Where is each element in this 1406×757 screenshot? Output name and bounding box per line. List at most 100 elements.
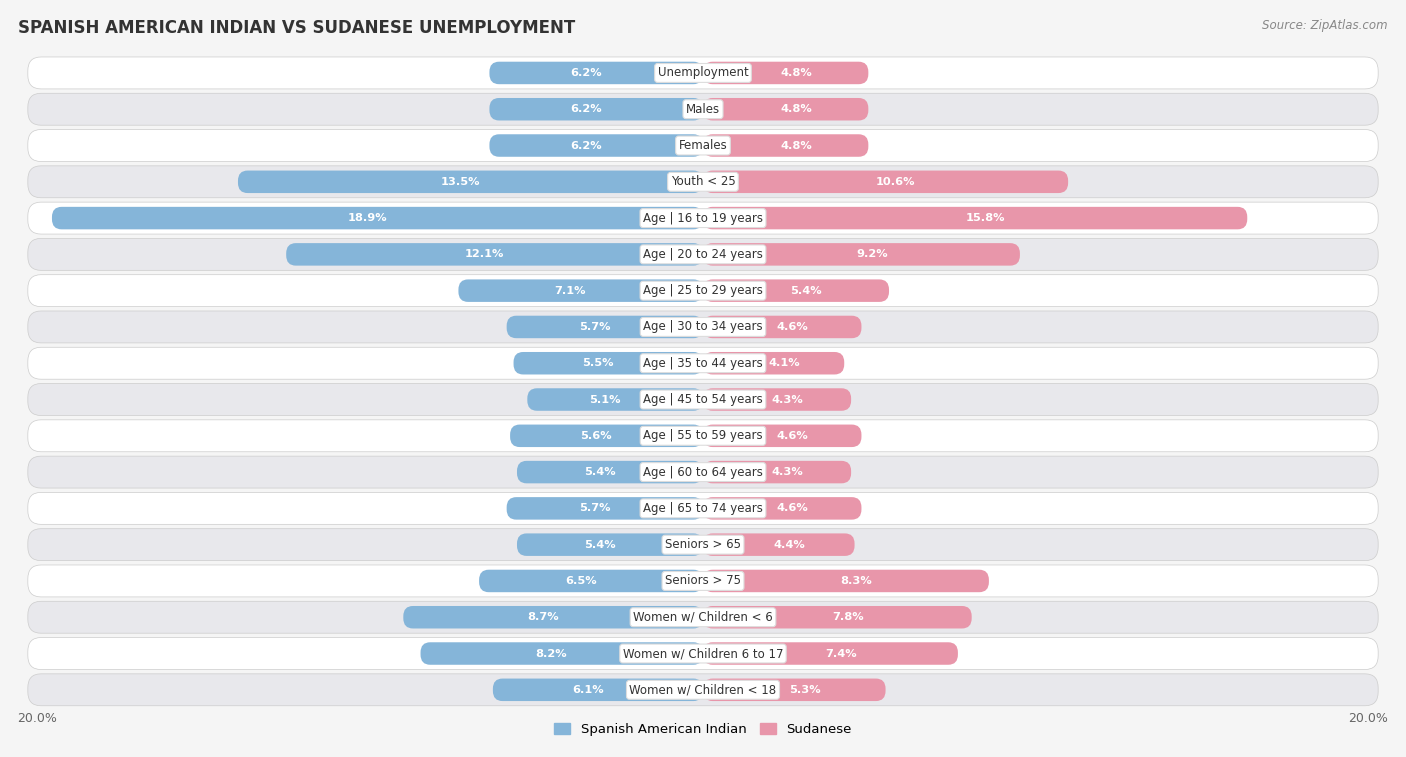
FancyBboxPatch shape <box>703 534 855 556</box>
Text: 5.5%: 5.5% <box>582 358 613 368</box>
Text: Age | 60 to 64 years: Age | 60 to 64 years <box>643 466 763 478</box>
FancyBboxPatch shape <box>506 497 703 519</box>
Text: 20.0%: 20.0% <box>1348 712 1389 725</box>
Text: 6.2%: 6.2% <box>569 104 602 114</box>
Text: Females: Females <box>679 139 727 152</box>
Text: 5.1%: 5.1% <box>589 394 620 404</box>
Text: 4.4%: 4.4% <box>773 540 806 550</box>
FancyBboxPatch shape <box>28 275 1378 307</box>
FancyBboxPatch shape <box>494 678 703 701</box>
FancyBboxPatch shape <box>28 492 1378 525</box>
FancyBboxPatch shape <box>703 316 862 338</box>
Text: Seniors > 75: Seniors > 75 <box>665 575 741 587</box>
Text: 6.2%: 6.2% <box>569 141 602 151</box>
Text: Youth < 25: Youth < 25 <box>671 176 735 188</box>
Text: 12.1%: 12.1% <box>464 249 503 260</box>
FancyBboxPatch shape <box>28 347 1378 379</box>
Text: 4.6%: 4.6% <box>776 431 808 441</box>
Text: Age | 35 to 44 years: Age | 35 to 44 years <box>643 357 763 369</box>
Text: 4.1%: 4.1% <box>768 358 800 368</box>
Text: Age | 20 to 24 years: Age | 20 to 24 years <box>643 248 763 261</box>
Text: Source: ZipAtlas.com: Source: ZipAtlas.com <box>1263 19 1388 32</box>
FancyBboxPatch shape <box>420 642 703 665</box>
Text: 5.4%: 5.4% <box>790 285 823 296</box>
FancyBboxPatch shape <box>28 456 1378 488</box>
FancyBboxPatch shape <box>703 642 957 665</box>
Text: 4.8%: 4.8% <box>780 68 811 78</box>
FancyBboxPatch shape <box>479 570 703 592</box>
Text: Age | 30 to 34 years: Age | 30 to 34 years <box>643 320 763 333</box>
Text: 5.3%: 5.3% <box>789 685 821 695</box>
Text: 10.6%: 10.6% <box>876 177 915 187</box>
FancyBboxPatch shape <box>703 352 844 375</box>
Text: 18.9%: 18.9% <box>347 213 387 223</box>
FancyBboxPatch shape <box>506 316 703 338</box>
FancyBboxPatch shape <box>28 311 1378 343</box>
FancyBboxPatch shape <box>703 461 851 483</box>
Text: 5.6%: 5.6% <box>581 431 612 441</box>
FancyBboxPatch shape <box>458 279 703 302</box>
FancyBboxPatch shape <box>703 388 851 411</box>
FancyBboxPatch shape <box>28 674 1378 706</box>
FancyBboxPatch shape <box>28 528 1378 561</box>
FancyBboxPatch shape <box>238 170 703 193</box>
Text: Age | 65 to 74 years: Age | 65 to 74 years <box>643 502 763 515</box>
FancyBboxPatch shape <box>28 384 1378 416</box>
FancyBboxPatch shape <box>28 238 1378 270</box>
FancyBboxPatch shape <box>28 93 1378 125</box>
Text: Age | 16 to 19 years: Age | 16 to 19 years <box>643 212 763 225</box>
FancyBboxPatch shape <box>527 388 703 411</box>
Text: 13.5%: 13.5% <box>440 177 479 187</box>
Text: Age | 25 to 29 years: Age | 25 to 29 years <box>643 284 763 298</box>
Text: 6.5%: 6.5% <box>565 576 596 586</box>
Text: 7.1%: 7.1% <box>554 285 586 296</box>
FancyBboxPatch shape <box>489 98 703 120</box>
Text: 7.4%: 7.4% <box>825 649 856 659</box>
Text: Unemployment: Unemployment <box>658 67 748 79</box>
Text: 4.8%: 4.8% <box>780 104 811 114</box>
Text: SPANISH AMERICAN INDIAN VS SUDANESE UNEMPLOYMENT: SPANISH AMERICAN INDIAN VS SUDANESE UNEM… <box>18 19 575 37</box>
Text: 4.3%: 4.3% <box>772 394 803 404</box>
Legend: Spanish American Indian, Sudanese: Spanish American Indian, Sudanese <box>550 717 856 741</box>
FancyBboxPatch shape <box>517 534 703 556</box>
FancyBboxPatch shape <box>513 352 703 375</box>
FancyBboxPatch shape <box>703 678 886 701</box>
Text: Seniors > 65: Seniors > 65 <box>665 538 741 551</box>
FancyBboxPatch shape <box>28 166 1378 198</box>
Text: Women w/ Children < 18: Women w/ Children < 18 <box>630 684 776 696</box>
Text: 4.8%: 4.8% <box>780 141 811 151</box>
FancyBboxPatch shape <box>287 243 703 266</box>
Text: 15.8%: 15.8% <box>966 213 1005 223</box>
FancyBboxPatch shape <box>404 606 703 628</box>
FancyBboxPatch shape <box>28 565 1378 597</box>
Text: 8.7%: 8.7% <box>527 612 558 622</box>
Text: Males: Males <box>686 103 720 116</box>
Text: 8.3%: 8.3% <box>841 576 872 586</box>
FancyBboxPatch shape <box>703 606 972 628</box>
FancyBboxPatch shape <box>703 134 869 157</box>
Text: 7.8%: 7.8% <box>832 612 863 622</box>
Text: 20.0%: 20.0% <box>17 712 58 725</box>
FancyBboxPatch shape <box>489 62 703 84</box>
Text: 6.2%: 6.2% <box>569 68 602 78</box>
FancyBboxPatch shape <box>703 62 869 84</box>
FancyBboxPatch shape <box>703 243 1019 266</box>
Text: 8.2%: 8.2% <box>536 649 567 659</box>
FancyBboxPatch shape <box>703 497 862 519</box>
Text: 6.1%: 6.1% <box>572 685 603 695</box>
Text: 5.4%: 5.4% <box>583 540 616 550</box>
FancyBboxPatch shape <box>703 425 862 447</box>
FancyBboxPatch shape <box>52 207 703 229</box>
FancyBboxPatch shape <box>28 637 1378 669</box>
Text: 4.6%: 4.6% <box>776 322 808 332</box>
FancyBboxPatch shape <box>703 98 869 120</box>
FancyBboxPatch shape <box>703 570 988 592</box>
Text: 9.2%: 9.2% <box>856 249 887 260</box>
FancyBboxPatch shape <box>28 57 1378 89</box>
FancyBboxPatch shape <box>28 420 1378 452</box>
Text: 5.4%: 5.4% <box>583 467 616 477</box>
Text: 5.7%: 5.7% <box>579 322 610 332</box>
Text: 5.7%: 5.7% <box>579 503 610 513</box>
FancyBboxPatch shape <box>510 425 703 447</box>
FancyBboxPatch shape <box>28 129 1378 161</box>
